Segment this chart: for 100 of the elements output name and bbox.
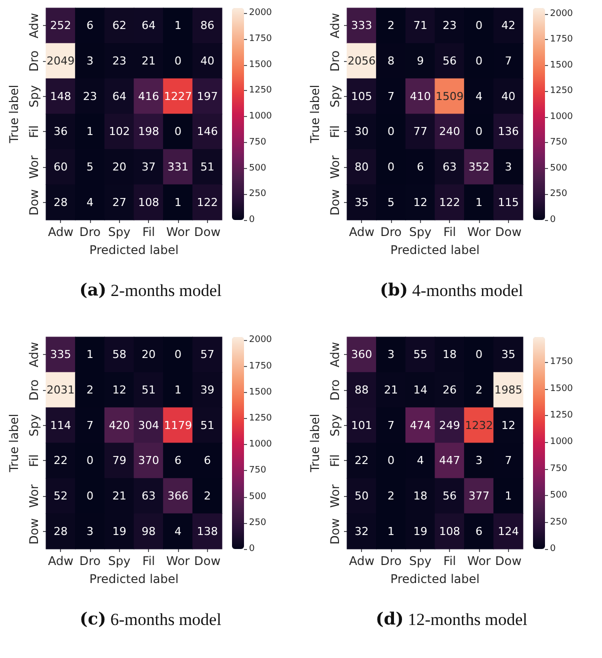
data-label: 115	[498, 196, 519, 209]
data-label: 23	[112, 54, 126, 68]
data-label: 71	[413, 19, 428, 32]
data-label: 52	[54, 490, 68, 502]
data-label: 12	[112, 384, 126, 396]
color-bar-label: 250	[550, 189, 568, 200]
color-bar-label: 750	[249, 466, 266, 476]
y-tick-label: Wor	[328, 484, 342, 508]
data-label: 79	[112, 454, 126, 468]
data-label: 64	[142, 19, 156, 32]
data-label: 370	[138, 454, 160, 468]
data-label: 0	[476, 125, 482, 138]
data-label: 1	[86, 125, 94, 138]
data-label: 58	[112, 348, 126, 362]
data-label: 2	[204, 490, 211, 502]
y-tick-label: Spy	[27, 414, 41, 437]
color-bar-label: 1250	[249, 86, 272, 96]
data-label: 1	[388, 524, 394, 538]
data-label: 1232	[465, 418, 493, 432]
data-label: 7	[388, 90, 394, 103]
data-label: 447	[439, 454, 460, 468]
color-bar-label: 1500	[550, 60, 574, 70]
data-label: 88	[354, 384, 369, 396]
x-axis-title: Predicted label	[390, 243, 480, 257]
data-label: 249	[439, 418, 460, 432]
data-label: 21	[384, 384, 398, 396]
data-label: 122	[439, 196, 460, 209]
data-label: 352	[468, 160, 490, 174]
data-label: 57	[200, 348, 214, 362]
data-label: 19	[413, 524, 428, 538]
data-label: 3	[86, 524, 94, 538]
data-label: 28	[54, 196, 68, 209]
data-label: 360	[351, 348, 372, 362]
data-label: 2	[476, 384, 482, 396]
data-label: 22	[354, 454, 369, 468]
data-label: 0	[86, 490, 94, 502]
data-label: 1179	[164, 418, 192, 432]
data-label: 0	[174, 348, 182, 362]
data-label: 27	[112, 196, 126, 209]
data-label: 366	[168, 490, 188, 502]
data-label: 40	[200, 54, 214, 68]
color-bar-label: 2000	[249, 8, 272, 18]
y-axis-title: True label	[308, 414, 322, 474]
y-tick-label: Dow	[328, 188, 342, 216]
color-bar-label: 0	[249, 215, 255, 225]
x-tick-label: Wor	[467, 225, 491, 239]
data-label: 20	[112, 160, 126, 174]
data-label: 1509	[436, 90, 464, 103]
data-label: 37	[142, 160, 156, 174]
data-label: 2031	[46, 384, 75, 396]
x-tick-label: Fil	[142, 225, 156, 239]
y-tick-label: Spy	[328, 414, 342, 437]
data-label: 0	[174, 125, 182, 138]
x-tick-label: Fil	[142, 554, 156, 568]
color-bar-label: 1500	[249, 60, 272, 70]
data-label: 56	[442, 490, 457, 502]
data-label: 105	[351, 90, 372, 103]
color-bar-label: 250	[550, 517, 568, 528]
color-bar-label: 1000	[550, 437, 574, 448]
data-label: 5	[86, 160, 94, 174]
data-label: 108	[439, 524, 460, 538]
color-bar-label: 0	[249, 544, 255, 554]
data-label: 26	[442, 384, 457, 396]
data-label: 22	[54, 454, 68, 468]
data-label: 39	[200, 384, 214, 396]
x-tick-label: Adw	[348, 554, 375, 568]
x-axis-title: Predicted label	[390, 572, 480, 586]
data-label: 64	[112, 90, 126, 103]
y-tick-label: Dro	[328, 379, 342, 401]
data-label: 1	[174, 196, 182, 209]
data-label: 6	[476, 524, 482, 538]
data-label: 19	[112, 524, 126, 538]
data-label: 51	[200, 418, 214, 432]
data-label: 60	[54, 160, 68, 174]
data-label: 21	[142, 54, 156, 68]
x-tick-label: Adw	[48, 225, 74, 239]
color-bar-label: 0	[550, 215, 556, 225]
y-tick-label: Fil	[27, 125, 41, 138]
data-label: 1	[476, 196, 482, 209]
y-tick-label: Dro	[27, 50, 41, 72]
data-label: 136	[498, 125, 519, 138]
data-label: 51	[200, 160, 214, 174]
x-tick-label: Dow	[194, 554, 221, 568]
color-bar-label: 500	[550, 163, 568, 174]
y-axis-title: True label	[308, 84, 322, 144]
data-label: 18	[413, 490, 428, 502]
color-bar-label: 1250	[550, 86, 574, 96]
data-label: 1	[504, 490, 512, 502]
data-label: 8	[388, 54, 394, 68]
color-bar-label: 250	[249, 189, 266, 200]
y-tick-label: Dro	[328, 50, 342, 72]
data-label: 416	[138, 90, 160, 103]
data-label: 21	[112, 490, 126, 502]
x-tick-label: Adw	[348, 225, 375, 239]
y-tick-label: Dow	[328, 518, 342, 545]
data-label: 12	[501, 418, 516, 432]
y-tick-label: Wor	[328, 155, 342, 179]
color-bar-label: 500	[249, 163, 266, 174]
y-tick-label: Spy	[27, 85, 41, 108]
data-label: 0	[476, 19, 482, 32]
